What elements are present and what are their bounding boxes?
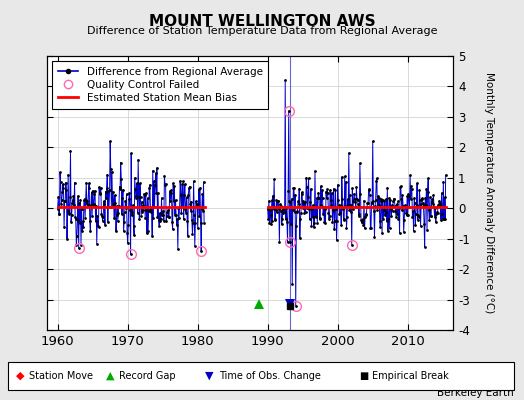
Text: Berkeley Earth: Berkeley Earth <box>437 388 514 398</box>
Legend: Difference from Regional Average, Quality Control Failed, Estimated Station Mean: Difference from Regional Average, Qualit… <box>52 61 268 108</box>
Text: ▲: ▲ <box>106 371 114 381</box>
Text: Station Move: Station Move <box>29 371 93 381</box>
Text: Time of Obs. Change: Time of Obs. Change <box>219 371 321 381</box>
Text: ▼: ▼ <box>205 371 214 381</box>
Text: Empirical Break: Empirical Break <box>372 371 449 381</box>
Text: ◆: ◆ <box>16 371 24 381</box>
Text: ■: ■ <box>359 371 369 381</box>
Y-axis label: Monthly Temperature Anomaly Difference (°C): Monthly Temperature Anomaly Difference (… <box>484 72 494 314</box>
Text: Record Gap: Record Gap <box>119 371 176 381</box>
Text: Difference of Station Temperature Data from Regional Average: Difference of Station Temperature Data f… <box>87 26 437 36</box>
Text: MOUNT WELLINGTON AWS: MOUNT WELLINGTON AWS <box>149 14 375 29</box>
